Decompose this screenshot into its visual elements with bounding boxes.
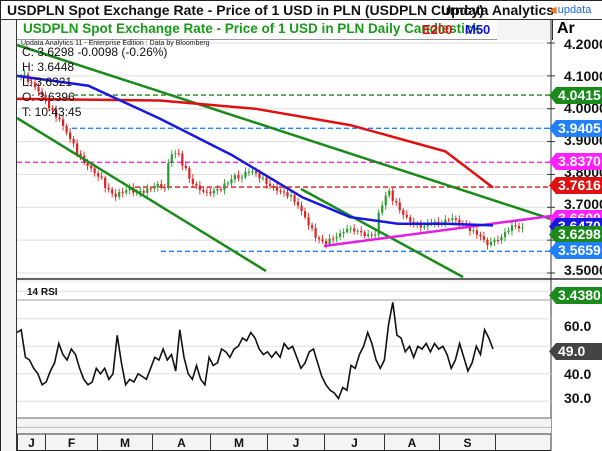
axis-header: Ar: [552, 20, 602, 40]
price-tag-magenta-level: 3.8370: [549, 153, 602, 170]
month-label: F: [45, 434, 97, 451]
rsi-current-tag: 49.0: [549, 343, 602, 360]
month-label: M: [97, 434, 152, 451]
month-label: J: [324, 434, 384, 451]
data-credit: Updata Analytics 11 - Enterprise Edition…: [21, 40, 210, 47]
legend-m50[interactable]: M50: [465, 22, 491, 37]
month-label-empty: [495, 434, 552, 451]
rsi-tick: 40.0: [564, 366, 592, 382]
rsi-label: 14 RSI: [27, 287, 58, 298]
month-axis: J F M A M J J A S: [17, 434, 552, 451]
price-tick: 4.2000: [564, 36, 602, 52]
month-label: S: [439, 434, 495, 451]
left-gutter: [1, 20, 17, 451]
title-bar: USDPLN Spot Exchange Rate - Price of 1 U…: [1, 1, 602, 20]
ohlc-high: H: 3.6448: [22, 60, 75, 74]
ohlc-open: O: 3.6396: [22, 90, 75, 104]
rsi-tick: 30.0: [564, 390, 592, 406]
month-label: J: [267, 434, 324, 451]
month-label: M: [210, 434, 267, 451]
price-tick: 4.1000: [564, 68, 602, 84]
logo-text: updata: [557, 4, 592, 16]
ohlc-close: C: 3.6298 -0.0098 (-0.26%): [22, 45, 168, 59]
price-tick: 4.0000: [564, 100, 602, 116]
legend-e200[interactable]: E200: [422, 22, 453, 37]
rsi-panel-top-tag: 3.4380: [549, 287, 602, 304]
rsi-tick: 60.0: [564, 318, 592, 334]
updata-logo: ◀updata: [549, 4, 591, 16]
arrow-left-icon: ◀: [549, 5, 557, 16]
price-tag-last-close: 3.6298: [549, 226, 602, 243]
month-label: J: [17, 434, 45, 451]
window-title: USDPLN Spot Exchange Rate - Price of 1 U…: [7, 2, 484, 18]
price-tag-blue-level: 3.9405: [549, 120, 602, 137]
price-tag-support: 3.5659: [549, 242, 602, 259]
price-tag-green-level: 4.0415: [549, 87, 602, 104]
chart-subtitle: USDPLN Spot Exchange Rate - Price of 1 U…: [23, 21, 480, 36]
ohlc-time: T: 10:43:45: [22, 105, 82, 119]
price-tag-red-level: 3.7616: [549, 177, 602, 194]
month-label: A: [384, 434, 439, 451]
price-tick: 3.5000: [564, 262, 602, 278]
month-label: A: [152, 434, 210, 451]
ohlc-low: L: 3.6321: [22, 75, 73, 89]
chart-header: USDPLN Spot Exchange Rate - Price of 1 U…: [17, 20, 497, 40]
price-tick: 3.7000: [564, 196, 602, 212]
brand-name: Updata Analytics: [441, 2, 555, 18]
